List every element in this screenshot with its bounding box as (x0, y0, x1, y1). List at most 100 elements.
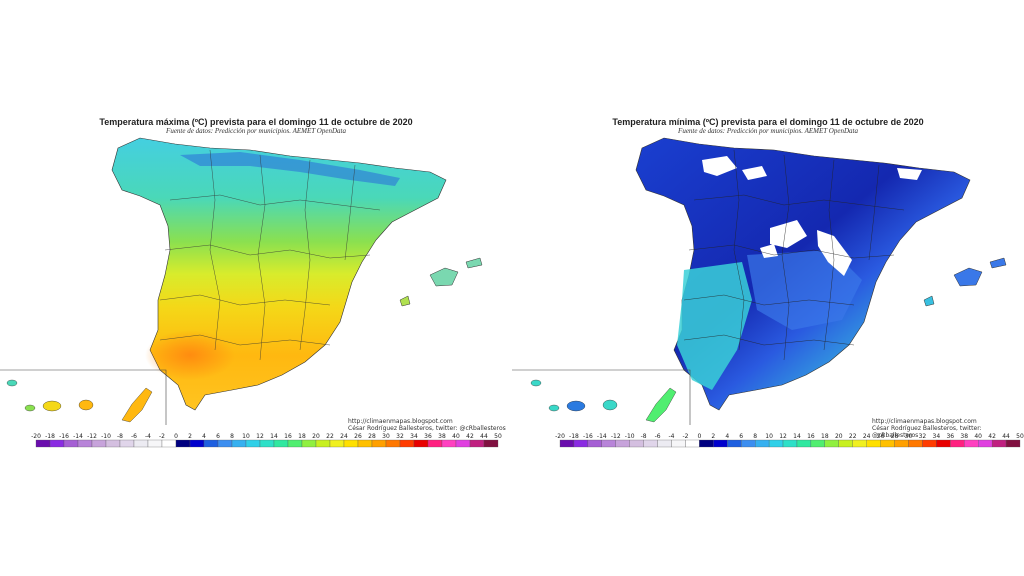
legend-color-swatch (922, 439, 937, 448)
canary-island (566, 400, 586, 412)
legend-color-swatch (469, 439, 485, 448)
credit-url: http://climaenmapas.blogspot.com (348, 418, 453, 425)
legend-color-swatch (147, 439, 163, 448)
legend-tick-label: 36 (424, 433, 432, 440)
legend-scale: -20 -18 -16 -14 -12 -10 -8 -6 -4 -2 0 2 4 6 8 10 12 14 16 1… (555, 433, 1024, 448)
legend-tick-label: -2 (159, 433, 165, 440)
legend-color-swatch (427, 439, 443, 448)
legend-color-swatch (483, 439, 499, 448)
legend-color-swatch (175, 439, 191, 448)
legend-tick-label: 18 (298, 433, 306, 440)
legend-tick-label: -10 (101, 433, 111, 440)
legend-tick-label: 4 (202, 433, 206, 440)
legend-color-swatch (559, 439, 575, 448)
map-source: Fuente de datos: Predicción por municipi… (166, 127, 346, 135)
legend-color-swatch (413, 439, 429, 448)
legend-color-swatch (852, 439, 867, 448)
legend-tick-label: 24 (340, 433, 348, 440)
legend-tick-label: 10 (242, 433, 250, 440)
frost-patches (702, 156, 922, 276)
cool-area-center (747, 250, 862, 330)
legend-tick-label: 16 (807, 433, 815, 440)
legend-tick-label: -20 (555, 433, 565, 440)
legend-tick-label: -8 (117, 433, 123, 440)
legend-color-swatch (371, 439, 387, 448)
legend-color-swatch (629, 439, 644, 448)
legend-color-swatch (727, 439, 742, 448)
legend-tick-label: 36 (946, 433, 954, 440)
map-title: Temperatura mínima (ºC) prevista para el… (612, 117, 924, 127)
legend-tick-label: 2 (711, 433, 715, 440)
credit-author: César Rodríguez Ballesteros, twitter: @c… (348, 425, 506, 432)
cantabrian-cool-strip (180, 152, 400, 186)
legend-color-swatch (964, 439, 979, 448)
balearic-menorca (989, 257, 1007, 269)
legend-color-swatch (796, 439, 812, 448)
legend-color-swatch (768, 439, 784, 448)
legend-tick-label: 0 (697, 433, 701, 440)
legend-tick-label: 12 (779, 433, 787, 440)
legend-scale: -20 -18 -16 -14 -12 -10 -8 -6 -4 -2 0 2 4 6 8 10 12 14 16 1… (31, 433, 502, 448)
legend-tick-label: -14 (73, 433, 83, 440)
legend-tick-label: 6 (216, 433, 220, 440)
legend-color-swatch (838, 439, 853, 448)
legend-tick-label: 6 (739, 433, 743, 440)
credit-author: César Rodríguez Ballesteros, twitter: @c… (872, 425, 982, 439)
legend-tick-label: 20 (835, 433, 843, 440)
legend-tick-label: -6 (131, 433, 137, 440)
panel-min-temperature: Temperatura mínima (ºC) prevista para el… (512, 0, 1024, 576)
legend-tick-label: -10 (625, 433, 635, 440)
legend-tick-label: 30 (382, 433, 390, 440)
legend-color-swatch (894, 439, 909, 448)
legend-tick-label: 20 (312, 433, 320, 440)
canary-island (602, 399, 618, 411)
legend-tick-label: 14 (270, 433, 278, 440)
legend-tick-label: 42 (466, 433, 474, 440)
legend-color-swatch (1005, 439, 1021, 448)
legend-color-swatch (615, 439, 630, 448)
legend-tick-label: 42 (988, 433, 996, 440)
legend-color-swatch (35, 439, 51, 448)
legend-tick-label: -16 (59, 433, 69, 440)
legend-color-swatch (824, 439, 839, 448)
legend-tick-label: 44 (1002, 433, 1010, 440)
legend-color-swatch (259, 439, 275, 448)
legend-tick-label: 26 (877, 433, 885, 440)
legend-color-swatch (601, 439, 616, 448)
canary-inset-frame (512, 369, 691, 425)
balearic-menorca (465, 257, 483, 269)
legend-tick-label: 12 (256, 433, 264, 440)
legend-color-swatch (91, 439, 107, 448)
legend-tick-label: -18 (569, 433, 579, 440)
mild-area-west (677, 262, 752, 390)
legend-color-swatch (301, 439, 317, 448)
legend-tick-label: -2 (682, 433, 688, 440)
canary-island (42, 400, 62, 412)
legend-tick-label: -6 (655, 433, 661, 440)
legend-tick-label: 40 (452, 433, 460, 440)
legend-color-swatch (880, 439, 895, 448)
canary-island (24, 404, 36, 412)
balearic-mallorca (953, 267, 983, 287)
canary-island (530, 379, 542, 387)
max-temperature-map (0, 137, 483, 425)
legend-color-swatch (991, 439, 1007, 448)
legend-tick-label: -4 (145, 433, 151, 440)
legend-tick-label: 2 (188, 433, 192, 440)
legend-color-swatch (217, 439, 233, 448)
credit-block: http://climaenmapas.blogspot.com César R… (872, 418, 1024, 439)
legend-tick-label: 38 (438, 433, 446, 440)
legend-color-swatch (455, 439, 471, 448)
province-borders (159, 149, 381, 361)
legend-color-swatch (685, 439, 700, 448)
legend-color-swatch (287, 439, 303, 448)
legend-tick-label: -20 (31, 433, 41, 440)
legend-tick-label: 0 (174, 433, 178, 440)
canary-island (78, 399, 94, 411)
credit-block: http://climaenmapas.blogspot.com César R… (348, 418, 506, 432)
legend-color-swatch (699, 439, 714, 448)
legend-tick-label: 38 (960, 433, 968, 440)
legend-tick-label: -18 (45, 433, 55, 440)
legend-color-swatch (329, 439, 345, 448)
legend-tick-label: 14 (793, 433, 801, 440)
